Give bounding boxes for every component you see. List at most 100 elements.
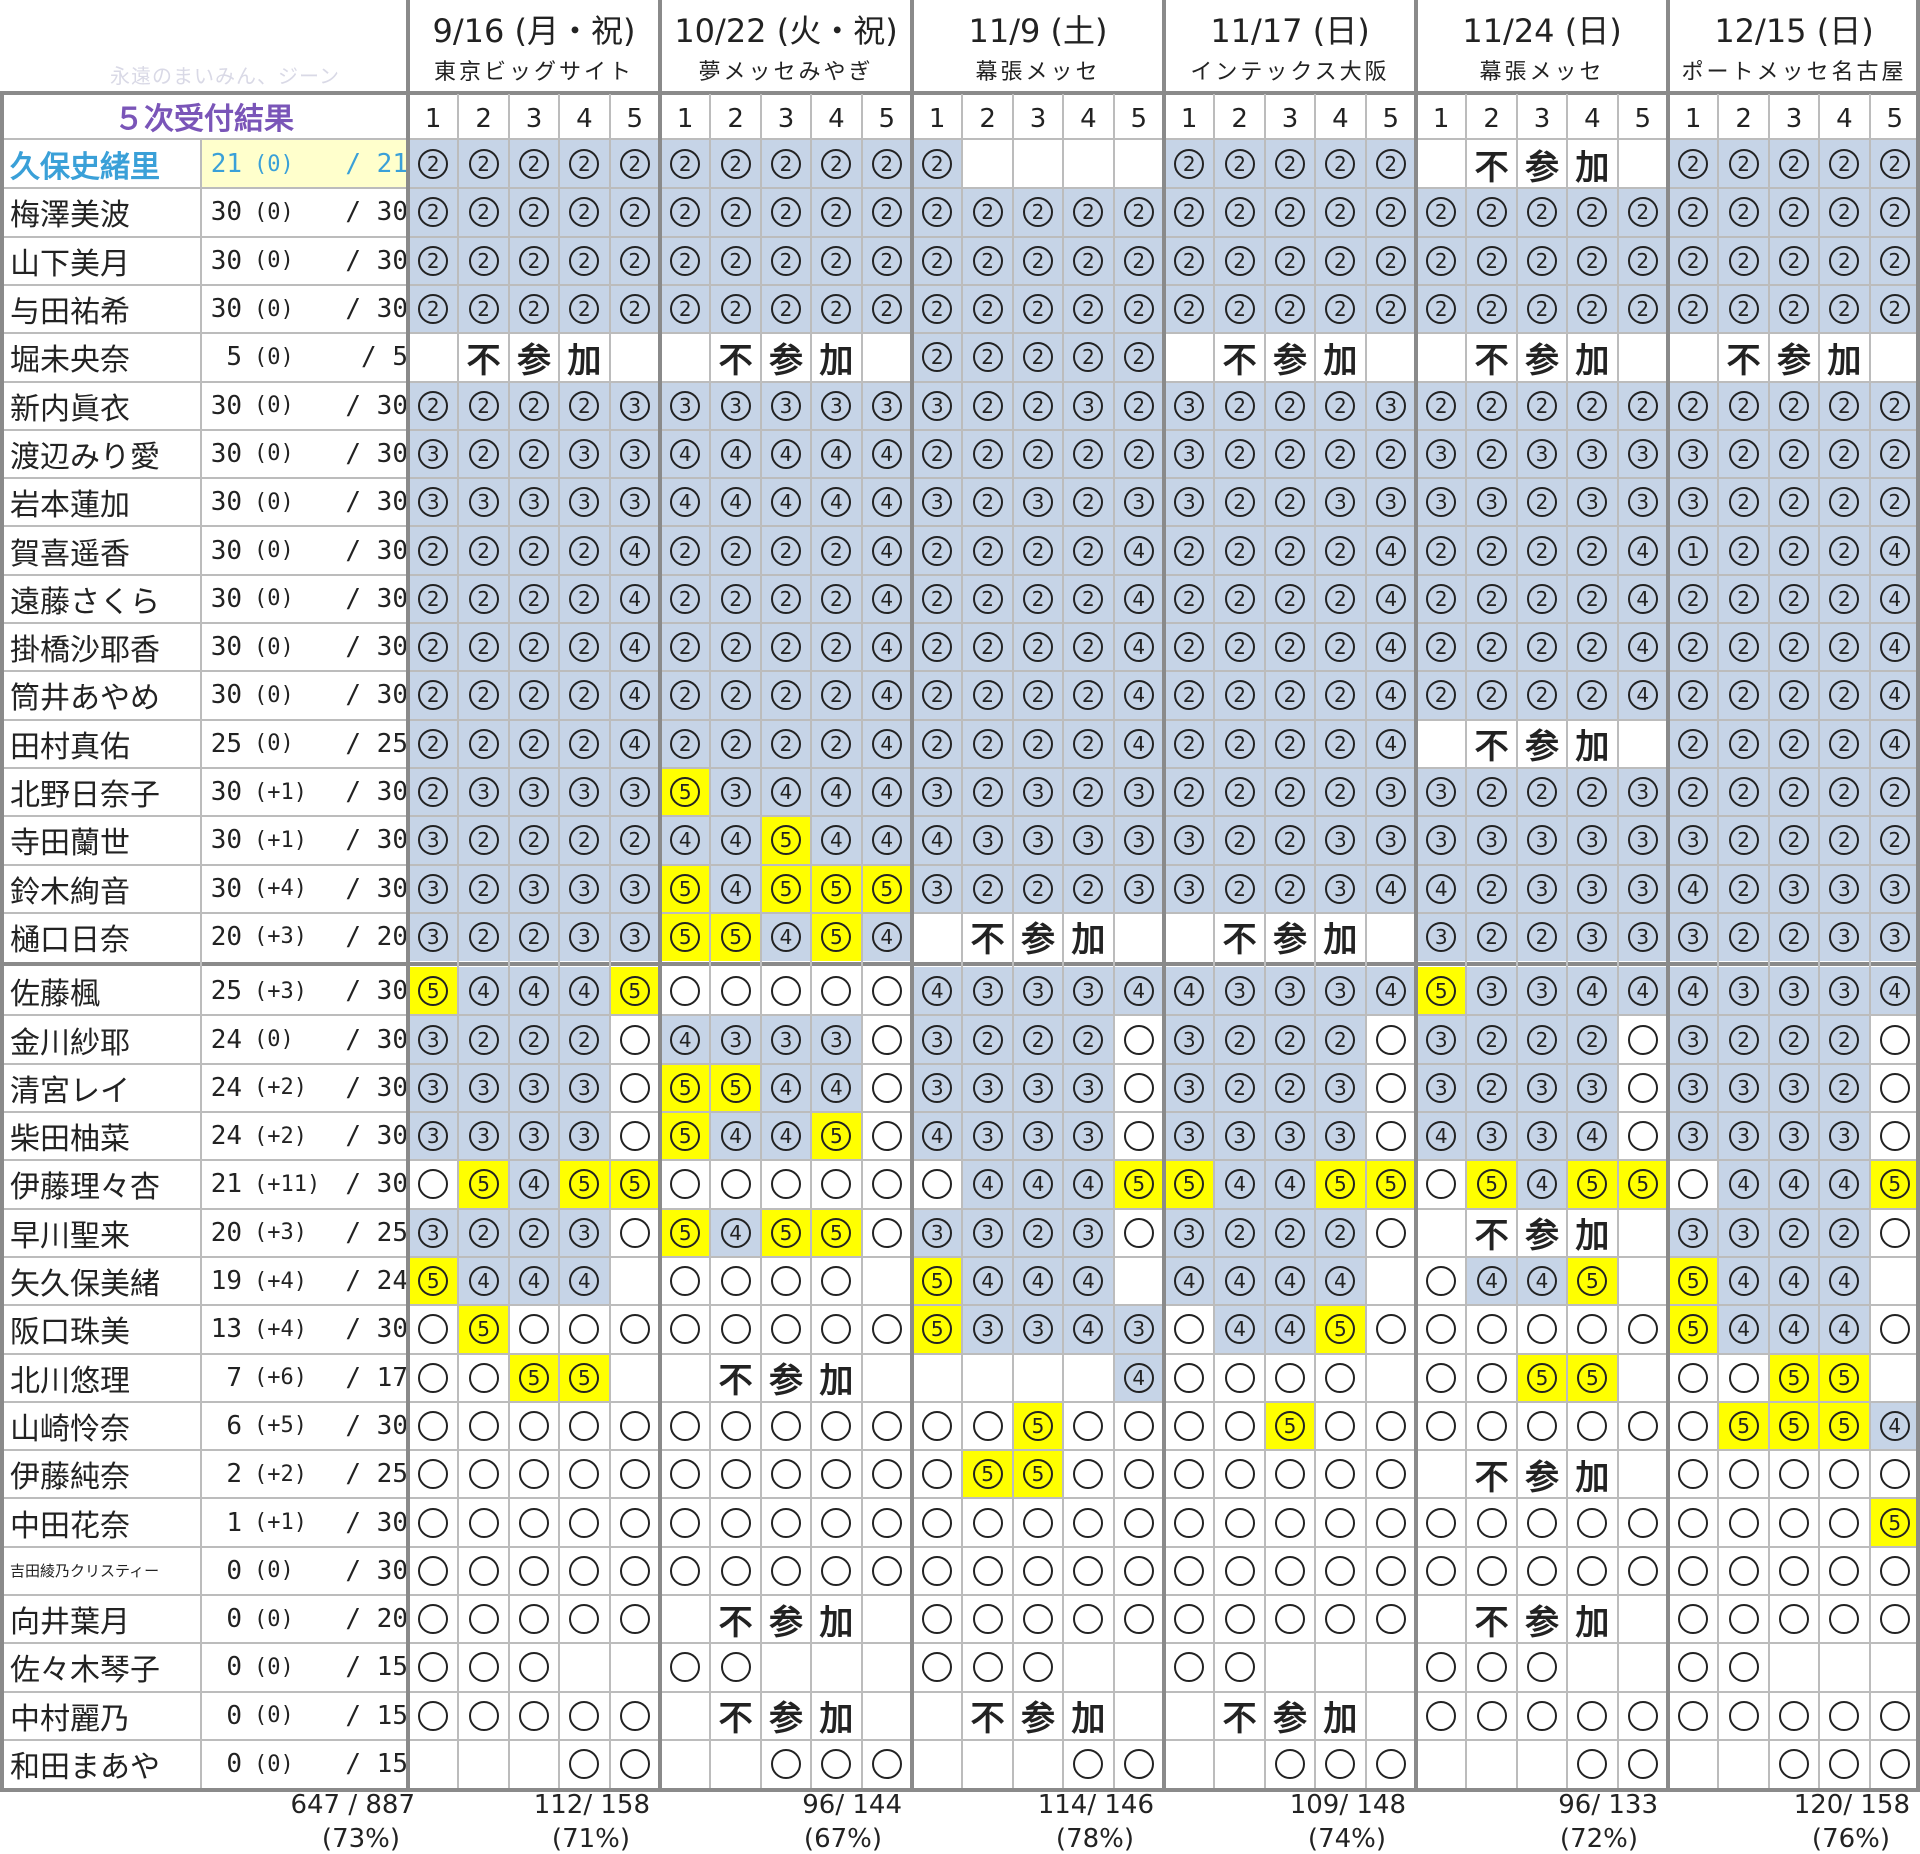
result-mark: [1829, 1459, 1860, 1490]
result-mark: 2: [1426, 197, 1457, 228]
result-mark: [418, 1604, 449, 1635]
result-cell: [1164, 1498, 1214, 1546]
result-cell: [1063, 1402, 1113, 1450]
result-mark: 2: [1224, 1024, 1255, 1055]
result-cell: 2: [1012, 381, 1064, 430]
result-mark: 3: [1123, 1314, 1154, 1345]
result-mark: 2: [619, 197, 650, 228]
venue-total-pct: (78%): [1055, 1824, 1134, 1854]
result-cell: [1466, 1643, 1516, 1691]
result-mark: 3: [972, 1314, 1003, 1345]
result-cell: 2: [559, 284, 610, 334]
result-cell: 2: [559, 526, 610, 575]
result-mark: 3: [1476, 825, 1507, 856]
result-cell: [1668, 1160, 1718, 1208]
result-cell: 3: [1819, 864, 1870, 913]
not-attending-char: 不: [1222, 1699, 1257, 1740]
result-mark: [670, 1314, 701, 1345]
result-cell: [962, 1547, 1012, 1595]
member-delta: (0): [254, 151, 294, 177]
result-cell: 2: [912, 671, 963, 720]
result-mark: 3: [720, 1024, 751, 1055]
result-cell: [1517, 1498, 1567, 1546]
result-mark: [1224, 1410, 1255, 1441]
result-cell: 2: [1466, 864, 1517, 913]
result-mark: 4: [871, 728, 902, 759]
result-cell: 2: [458, 140, 509, 189]
result-cell: 3: [508, 478, 560, 527]
result-cell: 4: [508, 967, 560, 1016]
result-cell: [710, 1498, 760, 1546]
result-mark: [1627, 1507, 1658, 1538]
result-cell: 3: [508, 864, 560, 913]
result-mark: 2: [1073, 438, 1104, 469]
result-cell: [559, 1595, 609, 1643]
result-mark: [518, 1604, 549, 1635]
column-number: 1: [1684, 104, 1702, 134]
result-mark: 3: [1476, 976, 1507, 1007]
result-cell: 2: [1063, 188, 1114, 237]
column-number: 4: [1332, 104, 1349, 134]
result-mark: 2: [1778, 294, 1809, 325]
result-cell: 2: [760, 236, 812, 285]
result-mark: 2: [1526, 197, 1557, 228]
result-cell: 3: [1164, 478, 1215, 527]
result-mark: 2: [418, 149, 449, 180]
result-cell: 2: [962, 188, 1013, 237]
member-name: 賀喜遥香: [10, 536, 130, 572]
result-cell: [1618, 1498, 1668, 1546]
result-cell: 2: [962, 236, 1013, 285]
result-cell: 2: [710, 719, 761, 768]
result-mark: [1123, 1217, 1154, 1248]
result-mark: 2: [468, 197, 499, 228]
result-cell: 4: [1869, 967, 1920, 1016]
member-max: / 30: [345, 487, 408, 518]
member-max: / 17: [345, 1362, 408, 1393]
result-mark: 3: [1627, 777, 1658, 808]
result-mark: 4: [871, 583, 902, 614]
result-cell: [912, 1643, 962, 1691]
result-cell: [1366, 1402, 1416, 1450]
result-mark: 2: [1022, 245, 1053, 276]
result-mark: 2: [1325, 149, 1356, 180]
result-cell: 2: [760, 574, 812, 623]
result-cell: 3: [1516, 1063, 1568, 1112]
result-cell: 4: [861, 671, 912, 720]
result-cell: 3: [1063, 967, 1114, 1016]
result-mark: 3: [1526, 1072, 1557, 1103]
result-cell: 2: [1668, 719, 1719, 768]
result-cell: 2: [408, 236, 459, 285]
result-mark: [922, 1555, 953, 1586]
result-cell: 3: [710, 381, 761, 430]
result-cell: 4: [760, 429, 812, 479]
result-cell: 2: [660, 671, 711, 720]
result-mark: 1: [1678, 535, 1709, 566]
result-cell: 2: [508, 719, 560, 768]
result-cell: 4: [1113, 526, 1164, 575]
grand-total-pct: (73%): [321, 1824, 400, 1854]
result-mark: [418, 1169, 449, 1200]
result-mark: 3: [1627, 438, 1658, 469]
result-cell: 4: [1869, 526, 1920, 575]
result-mark: 4: [1123, 632, 1154, 663]
result-mark: 2: [569, 149, 600, 180]
result-mark: 3: [1224, 976, 1255, 1007]
result-mark: [1526, 1652, 1557, 1683]
result-cell: 3: [1113, 1305, 1164, 1354]
result-mark: 4: [1829, 1314, 1860, 1345]
result-cell: 4: [1365, 719, 1416, 768]
result-cell: 2: [1768, 381, 1820, 430]
result-cell: 2: [1012, 574, 1064, 623]
result-mark: 2: [972, 583, 1003, 614]
result-mark: 3: [1678, 1217, 1709, 1248]
result-cell: [811, 1498, 861, 1546]
result-mark: 2: [1174, 728, 1205, 759]
result-mark: 2: [1678, 728, 1709, 759]
not-attending-char: 参: [1272, 340, 1307, 381]
result-cell: 3: [1516, 864, 1568, 913]
member-max: / 25: [345, 1459, 408, 1490]
result-mark: 5: [1022, 1459, 1053, 1490]
result-mark: 3: [1426, 777, 1457, 808]
member-count: 30: [210, 245, 242, 276]
member-max: / 30: [345, 1024, 408, 1055]
